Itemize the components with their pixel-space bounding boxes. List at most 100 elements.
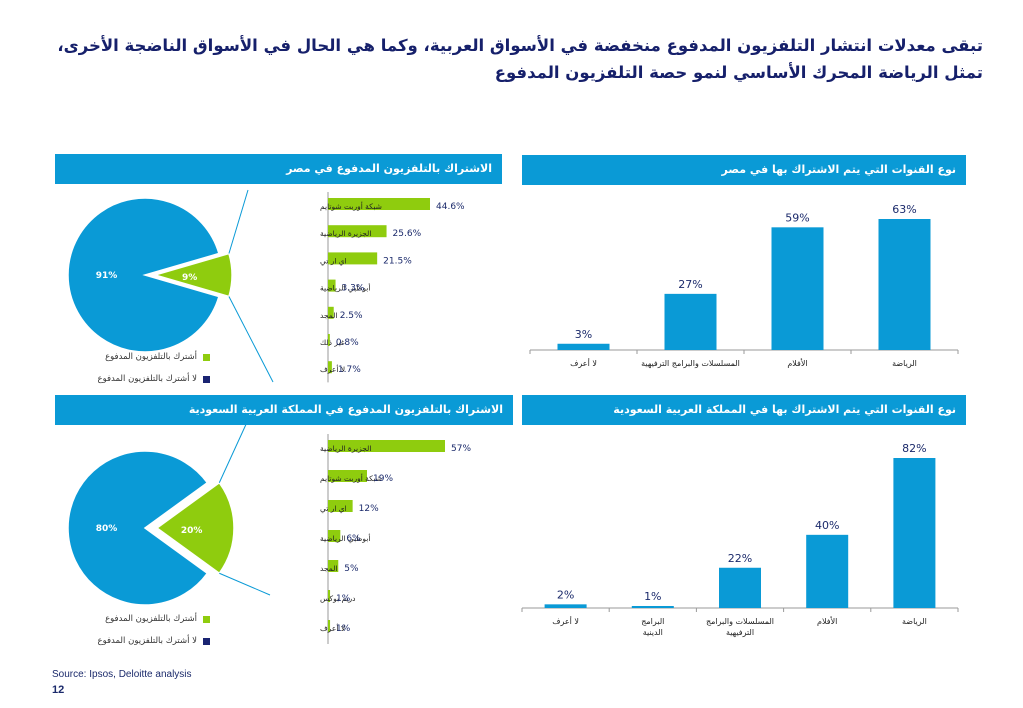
legend-label-subscribe: أشترك بالتلفزيون المدفوع [105,614,197,624]
hbar-category-6: لا أعرف [320,364,345,374]
hbar-value-4: 5% [344,564,359,574]
vbar-4 [893,458,936,608]
vbar-value-1: 27% [678,278,702,291]
hbar-4 [328,560,339,572]
egypt-channels-bar-chart: شبكة أوربت شوتايم 44.6% الجزيرة الرياضية 25… [320,192,465,383]
hbar-value-2: 12% [359,504,379,514]
hbar-5 [328,334,330,346]
hbar-category-4: المجد [320,311,337,320]
hbar-value-5: 1% [336,594,351,604]
page-title: تبقى معدلات انتشار التلفزيون المدفوع منخ… [57,36,983,82]
hbar-category-1: شبكة أوربت شوتايم [320,473,382,483]
vbar-2 [771,227,824,350]
egypt-channel-types-bar-chart: 3% لا أعرف 27% المسلسلات والبرامج الترفيهية… [529,203,959,368]
legend-swatch-green [203,615,210,623]
hbar-value-0: 44.6% [436,202,465,212]
vbar-value-2: 59% [785,211,809,224]
hbar-5 [328,590,331,602]
leader-line-bottom [219,572,271,596]
hbar-value-6: 1.7% [338,365,361,375]
hbar-4 [328,306,334,319]
vbar-value-0: 3% [575,328,592,341]
hbar-category-5: غير ذلك [320,338,345,347]
hbar-category-6: لا أعرف [320,623,345,633]
vbar-3 [878,219,931,350]
egypt-subscription-header: الاشتراك بالتلفزيون المدفوع في مصر [55,154,502,184]
hbar-2 [328,252,378,265]
vbar-category-4: الرياضة [902,617,927,626]
hbar-category-2: اي ار تي [320,256,347,265]
page-number: 12 [52,684,65,696]
hbar-1 [328,470,367,482]
egypt-pie-chart: 91% 9% [67,189,274,383]
pie-label-not-subscribe: 80% [96,524,118,534]
ksa-legend: أشترك بالتلفزيون المدفوع لا أشترك بالتلف… [60,612,210,656]
vbar-category-1: المسلسلات والبرامج الترفيهية [641,359,740,368]
pie-label-subscribe: 20% [181,526,203,536]
hbar-value-2: 21.5% [383,256,412,266]
leader-line-bottom [228,296,274,383]
leader-line-top [218,419,249,483]
hbar-category-2: اي ار تي [320,504,347,513]
hbar-category-0: الجزيرة الرياضية [320,444,371,453]
legend-item-subscribe: أشترك بالتلفزيون المدفوع [60,612,210,634]
vbar-category-3: الأفلام [817,616,837,626]
pie-slice-not-subscribe [67,450,209,606]
leader-line-top [228,189,249,254]
legend-label-not-subscribe: لا أشترك بالتلفزيون المدفوع [97,636,197,646]
legend-item-not-subscribe: لا أشترك بالتلفزيون المدفوع [60,634,210,656]
legend-label-subscribe: أشترك بالتلفزيون المدفوع [105,352,197,362]
hbar-category-1: الجزيرة الرياضية [320,229,371,238]
hbar-0 [328,440,445,452]
legend-item-subscribe: أشترك بالتلفزيون المدفوع [60,350,210,372]
hbar-value-1: 19% [373,474,393,484]
hbar-3 [328,530,341,542]
vbar-category-0: لا أعرف [552,616,579,626]
legend-swatch-navy [203,637,210,645]
pie-label-not-subscribe: 91% [96,271,118,281]
vbar-category-1-line2: الدينية [643,628,663,637]
vbar-category-0: لا أعرف [570,358,597,368]
vbar-value-0: 2% [557,588,574,601]
vbar-1 [631,606,674,608]
hbar-value-3: 6% [346,534,361,544]
hbar-value-5: 0.8% [336,338,359,348]
vbar-value-1: 1% [644,590,661,603]
hbar-value-4: 2.5% [340,311,363,321]
vbar-0 [557,343,610,350]
pie-label-subscribe: 9% [182,273,197,283]
vbar-0 [544,604,587,608]
source-note: Source: Ipsos, Deloitte analysis [52,669,192,680]
vbar-value-4: 82% [902,442,926,455]
hbar-value-3: 3.3% [342,284,365,294]
hbar-category-3: أبوظبي الرياضية [320,283,370,293]
vbar-value-3: 40% [815,519,839,532]
hbar-category-0: شبكة أوربت شوتايم [320,201,382,211]
egypt-legend: أشترك بالتلفزيون المدفوع لا أشترك بالتلف… [60,350,210,394]
pie-slice-subscribe [155,481,235,575]
hbar-value-0: 57% [451,444,471,454]
legend-label-not-subscribe: لا أشترك بالتلفزيون المدفوع [97,374,197,384]
hbar-1 [328,225,387,238]
ksa-channel-types-header: نوع القنوات التي يتم الاشتراك بها في الم… [522,395,966,425]
legend-swatch-green [203,353,210,361]
hbar-value-6: 1% [336,624,351,634]
ksa-subscription-header: الاشتراك بالتلفزيون المدفوع في المملكة ا… [55,395,513,425]
hbar-2 [328,500,353,512]
vbar-category-2-line2: الترفيهية [726,628,754,637]
pie-slice-not-subscribe [67,197,220,353]
hbar-0 [328,198,430,210]
hbar-6 [328,361,332,374]
vbar-value-2: 22% [728,552,752,565]
hbar-category-3: أبوظبي الرياضية [320,533,370,543]
hbar-category-4: المجد [320,564,337,573]
vbar-category-2: المسلسلات والبرامج [706,617,774,626]
ksa-pie-chart: 80% 20% [67,419,271,606]
hbar-category-5: دريم بوكس [320,594,356,603]
vbar-category-2: الأفلام [787,358,807,368]
legend-swatch-navy [203,375,210,383]
egypt-channel-types-header: نوع القنوات التي يتم الاشتراك بها في مصر [522,155,966,185]
vbar-3 [806,534,849,608]
vbar-category-1: البرامج [641,617,664,626]
